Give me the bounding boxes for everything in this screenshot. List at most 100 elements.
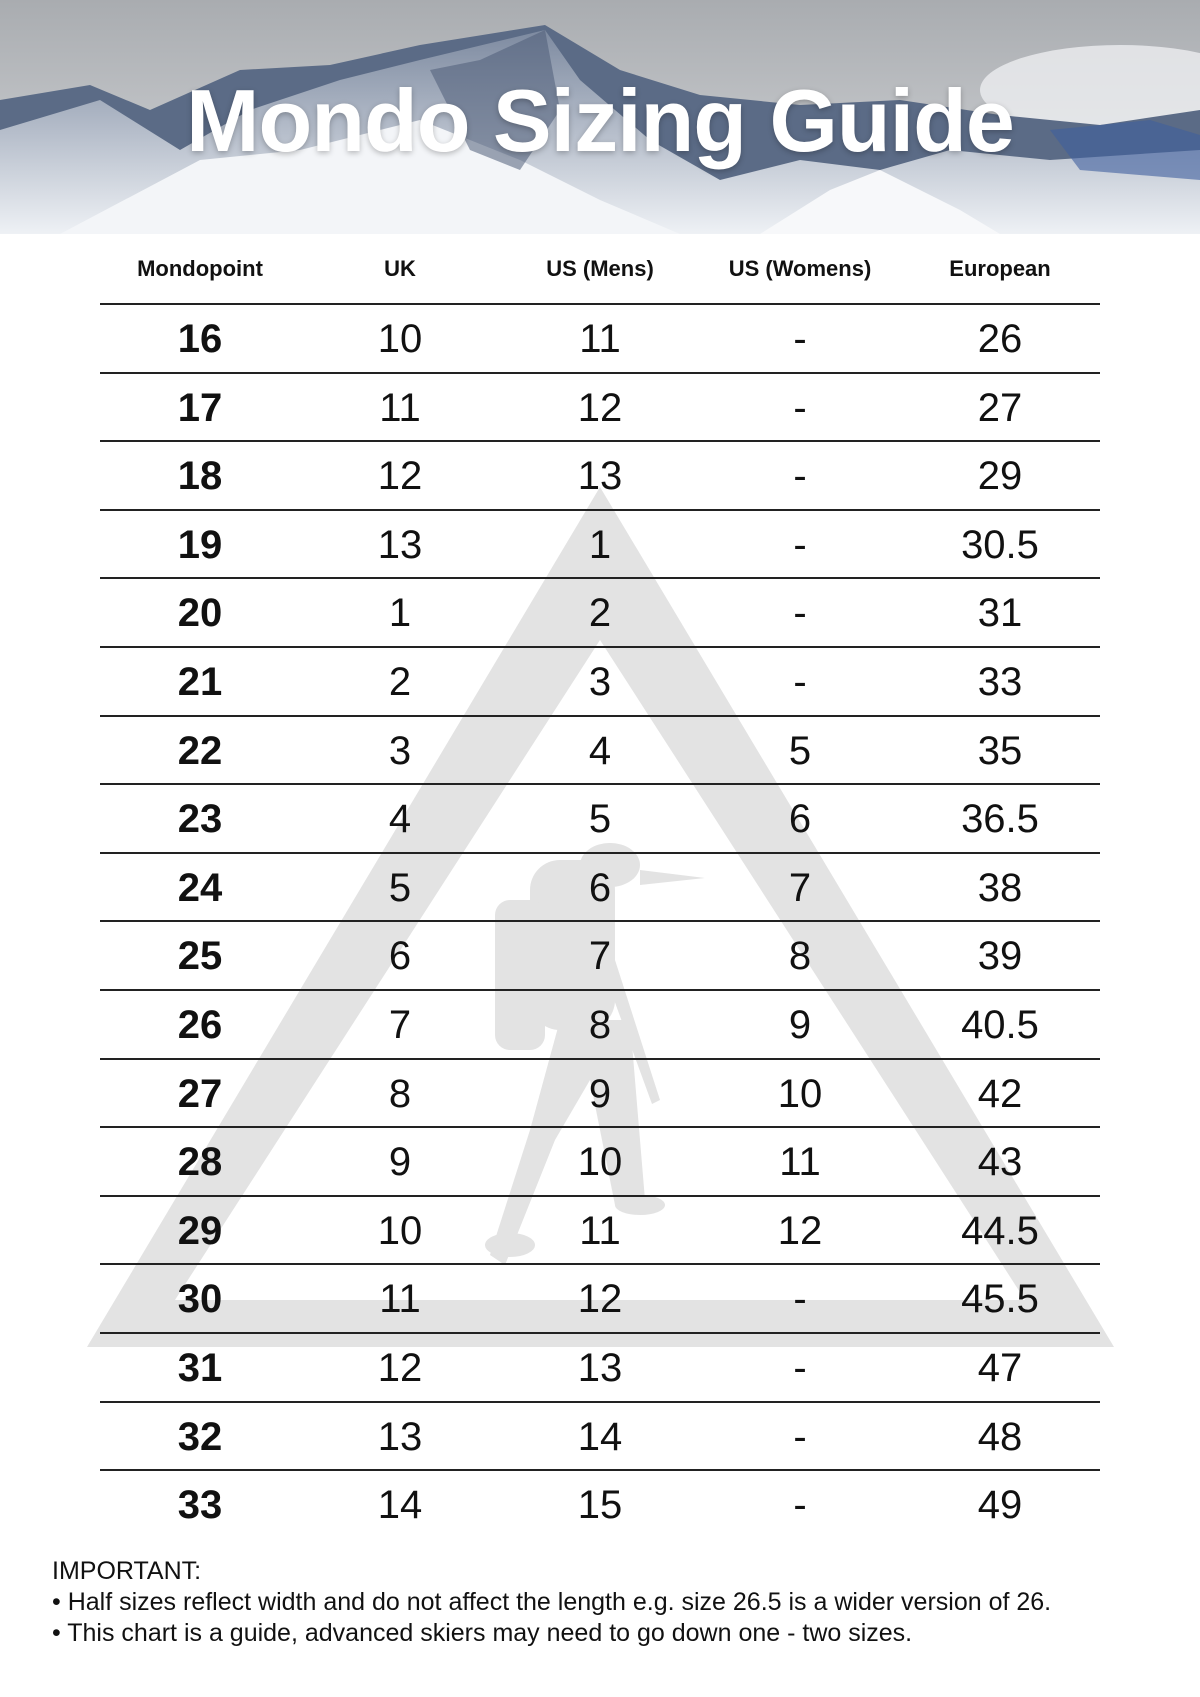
table-cell: 16 xyxy=(177,317,223,361)
table-cell: 12 xyxy=(377,1346,423,1390)
table-cell: 33 xyxy=(977,660,1023,704)
table-cell: - xyxy=(793,660,807,704)
note-item: • This chart is a guide, advanced skiers… xyxy=(52,1619,913,1647)
column-header: UK xyxy=(384,256,416,281)
table-cell: 11 xyxy=(779,1140,821,1185)
notes-heading: IMPORTANT: xyxy=(52,1557,202,1585)
table-cell: 12 xyxy=(577,385,623,430)
table-cell: 8 xyxy=(588,1003,612,1047)
column-header: Mondopoint xyxy=(137,256,263,281)
row-divider xyxy=(100,1126,1100,1129)
table-cell: 31 xyxy=(977,591,1023,636)
table-cell: 2 xyxy=(388,660,412,704)
important-notes: IMPORTANT: • Half sizes reflect width an… xyxy=(52,1556,1051,1649)
table-cell: 26 xyxy=(977,317,1023,361)
table-cell: 18 xyxy=(177,454,223,499)
row-divider xyxy=(100,303,1100,305)
table-cell: - xyxy=(793,1483,807,1528)
row-divider xyxy=(100,1263,1100,1266)
mountain-banner-image: Mondo Sizing Guide xyxy=(0,0,1200,234)
row-divider xyxy=(100,508,1100,511)
table-cell: 13 xyxy=(377,1414,423,1459)
table-cell: 4 xyxy=(388,797,412,842)
table-cell: 28 xyxy=(177,1140,223,1185)
table-cell: 29 xyxy=(177,1208,223,1253)
table-cell: 12 xyxy=(777,1208,823,1253)
row-divider xyxy=(100,1469,1100,1472)
table-cell: 5 xyxy=(588,797,612,842)
row-divider xyxy=(100,714,1100,717)
table-cell: 12 xyxy=(577,1277,623,1322)
row-divider xyxy=(100,577,1100,580)
row-divider xyxy=(100,920,1100,923)
table-cell: 43 xyxy=(977,1140,1023,1185)
column-header: US (Mens) xyxy=(546,256,654,281)
row-divider xyxy=(100,989,1100,991)
table-cell: 12 xyxy=(377,454,423,499)
table-cell: 17 xyxy=(177,385,223,430)
table-cell: 38 xyxy=(977,865,1023,910)
table-cell: 13 xyxy=(577,454,623,499)
table-cell: - xyxy=(793,454,807,499)
table-cell: - xyxy=(793,1414,807,1459)
table-cell: 6 xyxy=(388,934,412,979)
table-cell: 31 xyxy=(177,1346,223,1390)
table-cell: 7 xyxy=(388,1003,412,1047)
table-cell: 11 xyxy=(579,1208,621,1253)
table-cell: 32 xyxy=(177,1414,223,1459)
table-cell: 3 xyxy=(588,660,612,704)
table-cell: 20 xyxy=(177,591,223,636)
table-cell: 35 xyxy=(977,728,1023,773)
page-title: Mondo Sizing Guide xyxy=(186,71,1015,170)
table-cell: 1 xyxy=(588,522,612,567)
table-cell: 14 xyxy=(377,1483,423,1528)
note-item: • Half sizes reflect width and do not af… xyxy=(52,1588,1052,1616)
table-cell: 6 xyxy=(588,865,612,910)
table-cell: 5 xyxy=(788,728,812,773)
table-cell: 36.5 xyxy=(961,797,1039,842)
table-cell: 47 xyxy=(977,1346,1023,1390)
table-cell: 14 xyxy=(577,1414,623,1459)
table-cell: 9 xyxy=(588,1071,612,1116)
row-divider xyxy=(100,1400,1100,1403)
table-cell: 23 xyxy=(177,797,223,842)
table-cell: 10 xyxy=(777,1071,823,1116)
table-cell: 5 xyxy=(388,865,412,910)
table-cell: 26 xyxy=(177,1003,223,1047)
table-cell: 39 xyxy=(977,934,1023,979)
table-cell: - xyxy=(793,1346,807,1390)
table-cell: 15 xyxy=(577,1483,623,1528)
table-cell: 49 xyxy=(977,1483,1023,1528)
table-cell: 7 xyxy=(788,865,812,910)
table-cell: 13 xyxy=(377,522,423,567)
row-divider xyxy=(100,851,1100,854)
table-cell: 19 xyxy=(177,522,223,567)
table-cell: 9 xyxy=(788,1003,812,1047)
table-cell: 24 xyxy=(177,865,223,910)
table-cell: 40.5 xyxy=(961,1003,1039,1047)
table-cell: 2 xyxy=(588,591,612,636)
table-cell: 11 xyxy=(579,317,621,361)
table-cell: - xyxy=(793,522,807,567)
table-cell: 21 xyxy=(177,660,223,704)
table-cell: 27 xyxy=(977,385,1023,430)
table-cell: 7 xyxy=(588,934,612,979)
table-cell: 30 xyxy=(177,1277,223,1322)
table-cell: - xyxy=(793,317,807,361)
table-cell: 3 xyxy=(388,728,412,773)
table-cell: 48 xyxy=(977,1414,1023,1459)
table-cell: - xyxy=(793,591,807,636)
row-divider xyxy=(100,1332,1100,1334)
table-cell: 27 xyxy=(177,1071,223,1116)
table-cell: 10 xyxy=(377,317,423,361)
column-header: US (Womens) xyxy=(728,256,872,281)
table-cell: 22 xyxy=(177,728,223,773)
table-cell: 25 xyxy=(177,934,223,979)
table-cell: 1 xyxy=(388,591,412,636)
table-cell: 30.5 xyxy=(961,522,1039,567)
table-cell: 29 xyxy=(977,454,1023,499)
table-cell: 9 xyxy=(388,1140,412,1185)
table-cell: 8 xyxy=(788,934,812,979)
table-cell: 6 xyxy=(788,797,812,842)
